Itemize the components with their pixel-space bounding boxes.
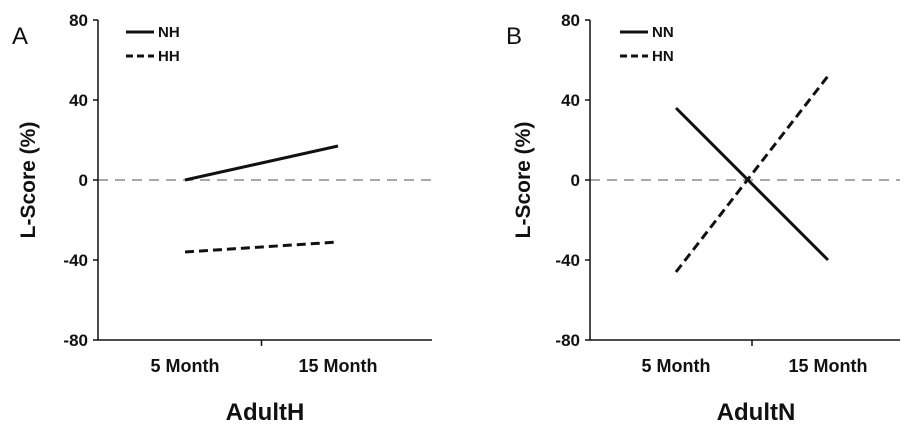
- panel-a-y-tick-label: 40: [69, 91, 88, 110]
- panel-b-legend-label-hn: HN: [652, 48, 674, 65]
- panel-b-legend: NN HN: [620, 24, 674, 65]
- panel-b-series-line-nn: [674, 106, 830, 262]
- panel-a-letter: A: [12, 23, 28, 50]
- panel-a-y-tick-label: -40: [63, 251, 88, 270]
- panel-a-y-tick-label: -80: [63, 331, 88, 350]
- panel-a-y-tick-label: 0: [79, 171, 88, 190]
- panel-b-y-tick-label: -80: [555, 331, 580, 350]
- panel-b-y-tick-label: 40: [561, 91, 580, 110]
- panel-b-y-axis-label: L-Score (%): [512, 122, 535, 239]
- panel-a-legend-label-hh: HH: [158, 48, 180, 65]
- panel-b-legend-label-nn: NN: [652, 24, 674, 41]
- panel-a-x-tick-label: 15 Month: [299, 356, 378, 376]
- panel-b-y-tick-label: 80: [561, 11, 580, 30]
- panel-a-series-line-hh: [184, 240, 339, 254]
- panel-a-x-tick-label: 5 Month: [151, 356, 220, 376]
- panel-b-x-tick-label: 15 Month: [789, 356, 868, 376]
- panel-a-legend: NH HH: [126, 24, 180, 65]
- panel-b-y-tick-label: -40: [555, 251, 580, 270]
- panel-b-y-tick-label: 0: [571, 171, 580, 190]
- panel-b-x-axis-label: AdultN: [717, 399, 796, 426]
- panel-b: B L-Score (%) AdultN NN HN 80 40 0 -40 -80 5 …: [506, 11, 900, 426]
- panel-b-series-line-hn: [674, 75, 830, 273]
- panel-b-x-tick-label: 5 Month: [642, 356, 711, 376]
- panel-a-y-tick-label: 80: [69, 11, 88, 30]
- panel-a: A L-Score (%) AdultH NH HH 80 40 0 -40 -80 5 …: [12, 11, 432, 426]
- panel-a-x-axis-label: AdultH: [226, 399, 305, 426]
- panel-a-y-axis-label: L-Score (%): [17, 122, 40, 239]
- panel-a-series-line-nh: [184, 144, 339, 182]
- panel-a-legend-label-nh: NH: [158, 24, 180, 41]
- panel-b-letter: B: [506, 23, 522, 50]
